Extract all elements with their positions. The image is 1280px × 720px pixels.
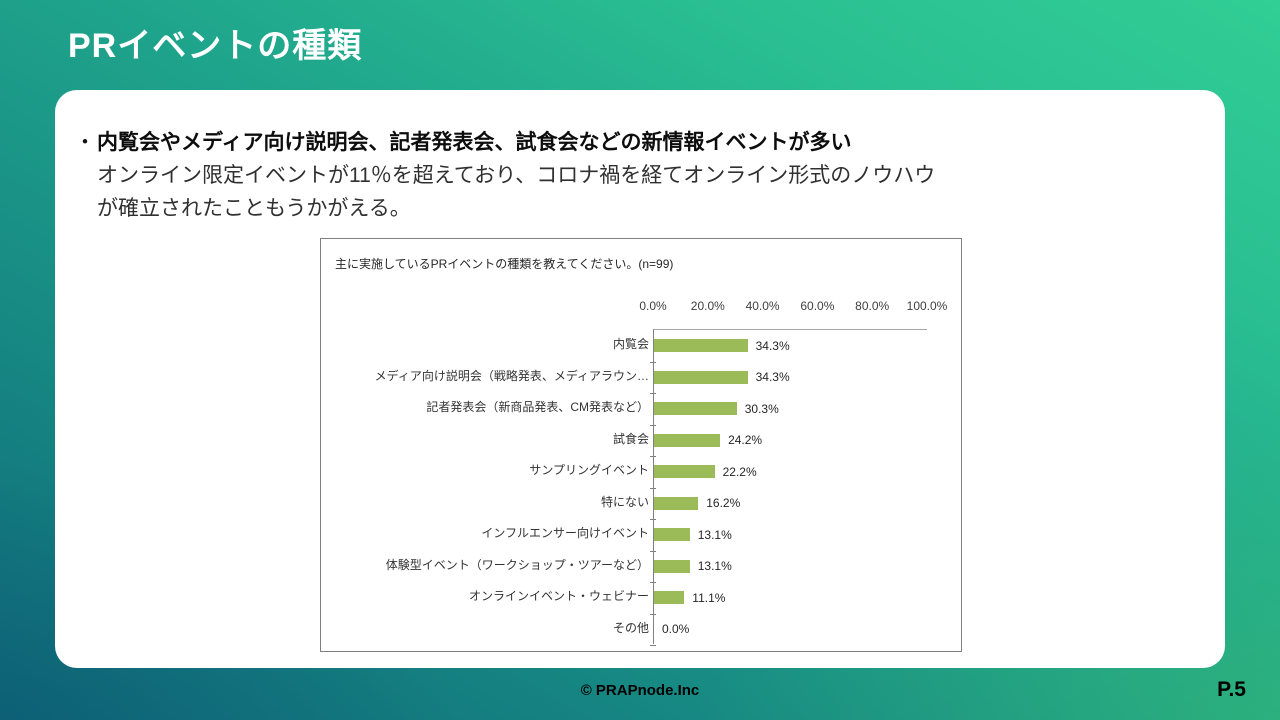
bullet-line-3: が確立されたこともうかがえる。 [97, 197, 411, 220]
bullet-marker: ・ [74, 131, 96, 154]
category-label: その他 [612, 620, 649, 635]
category-label: 試食会 [612, 431, 649, 446]
axis-tick [650, 645, 656, 646]
bar [654, 591, 685, 604]
bar-value-label: 16.2% [706, 496, 741, 511]
bar-chart: 主に実施しているPRイベントの種類を教えてください。(n=99) 0.0% 20.… [320, 238, 962, 652]
category-label: 体験型イベント（ワークショップ・ツアーなど） [385, 557, 649, 572]
chart-row: 13.1% [650, 519, 927, 552]
chart-row: 24.2% [650, 425, 927, 457]
x-axis-tick-label: 40.0% [745, 299, 780, 313]
footer-copyright: © PRAPnode.Inc [580, 682, 700, 699]
bar [654, 339, 748, 352]
category-label: 内覧会 [612, 337, 649, 351]
x-axis-tick-label: 100.0% [906, 299, 948, 313]
bar [654, 528, 690, 541]
chart-row: 34.3% [650, 362, 927, 394]
chart-row: 30.3% [650, 393, 927, 426]
category-label: 記者発表会（新商品発表、CM発表など） [426, 400, 649, 414]
axis-tick [650, 582, 656, 583]
category-label: サンプリングイベント [529, 463, 649, 477]
bullet-text: 内覧会やメディア向け説明会、記者発表会、試食会などの新情報イベントが多い オンラ… [97, 126, 935, 225]
bar-value-label: 11.1% [692, 590, 726, 605]
bar [654, 402, 737, 415]
chart-row: 0.0% [650, 614, 927, 646]
bar-value-label: 34.3% [755, 370, 790, 385]
bar [654, 559, 690, 573]
bar [654, 370, 748, 384]
bullet-block: ・ 内覧会やメディア向け説明会、記者発表会、試食会などの新情報イベントが多い オ… [73, 126, 936, 225]
category-labels: 内覧会メディア向け説明会（戦略発表、メディアラウン… 記者発表会（新商品発表、CM… [327, 329, 649, 644]
bullet-line-2: オンライン限定イベントが11％を超えており、コロナ禍を経てオンライン形式のノウハ… [97, 164, 936, 187]
x-axis-tick-label: 0.0% [639, 299, 667, 313]
content-card: ・ 内覧会やメディア向け説明会、記者発表会、試食会などの新情報イベントが多い オ… [55, 90, 1225, 668]
axis-tick [650, 424, 656, 426]
chart-row: 13.1% [650, 551, 927, 583]
page-number: P.5 [1217, 678, 1246, 701]
axis-tick [650, 361, 656, 363]
plot-area: 34.3% 34.3% 30.3% 24.2% 22.2% 16.2% 13.1% 13.1%… [650, 329, 927, 646]
page-title: PRイベントの種類 [68, 27, 363, 65]
bar [654, 433, 721, 447]
axis-tick [650, 393, 656, 394]
chart-row: 16.2% [650, 488, 927, 520]
category-label: メディア向け説明会（戦略発表、メディアラウン… [374, 368, 649, 383]
bar [654, 465, 715, 478]
bar-value-label: 13.1% [697, 559, 732, 574]
bullet-line-1: 内覧会やメディア向け説明会、記者発表会、試食会などの新情報イベントが多い [97, 131, 852, 154]
axis-tick [650, 487, 656, 489]
value-axis: 0.0% 20.0% 40.0% 60.0% 80.0% 100.0% [639, 299, 947, 317]
bar-value-label: 0.0% [662, 622, 690, 637]
bar-value-label: 34.3% [755, 338, 790, 353]
x-axis-tick-label: 20.0% [690, 299, 725, 313]
category-label: オンラインイベント・ウェビナー [468, 589, 649, 603]
chart-row: 11.1% [650, 582, 927, 615]
x-axis-tick-label: 80.0% [855, 299, 890, 313]
bar [654, 496, 699, 510]
bar-value-label: 24.2% [728, 433, 763, 448]
axis-tick [650, 456, 656, 457]
chart-row: 34.3% [650, 330, 927, 363]
axis-tick [650, 613, 656, 615]
chart-title: 主に実施しているPRイベントの種類を教えてください。(n=99) [335, 257, 674, 271]
axis-tick [650, 550, 656, 552]
bar-value-label: 30.3% [744, 401, 779, 416]
axis-tick [650, 519, 656, 520]
category-label: インフルエンサー向けイベント [481, 526, 649, 540]
x-axis-tick-label: 60.0% [800, 299, 835, 313]
chart-row: 22.2% [650, 456, 927, 489]
category-label: 特にない [600, 494, 649, 509]
bar-value-label: 13.1% [697, 527, 732, 542]
bar-value-label: 22.2% [722, 464, 757, 479]
